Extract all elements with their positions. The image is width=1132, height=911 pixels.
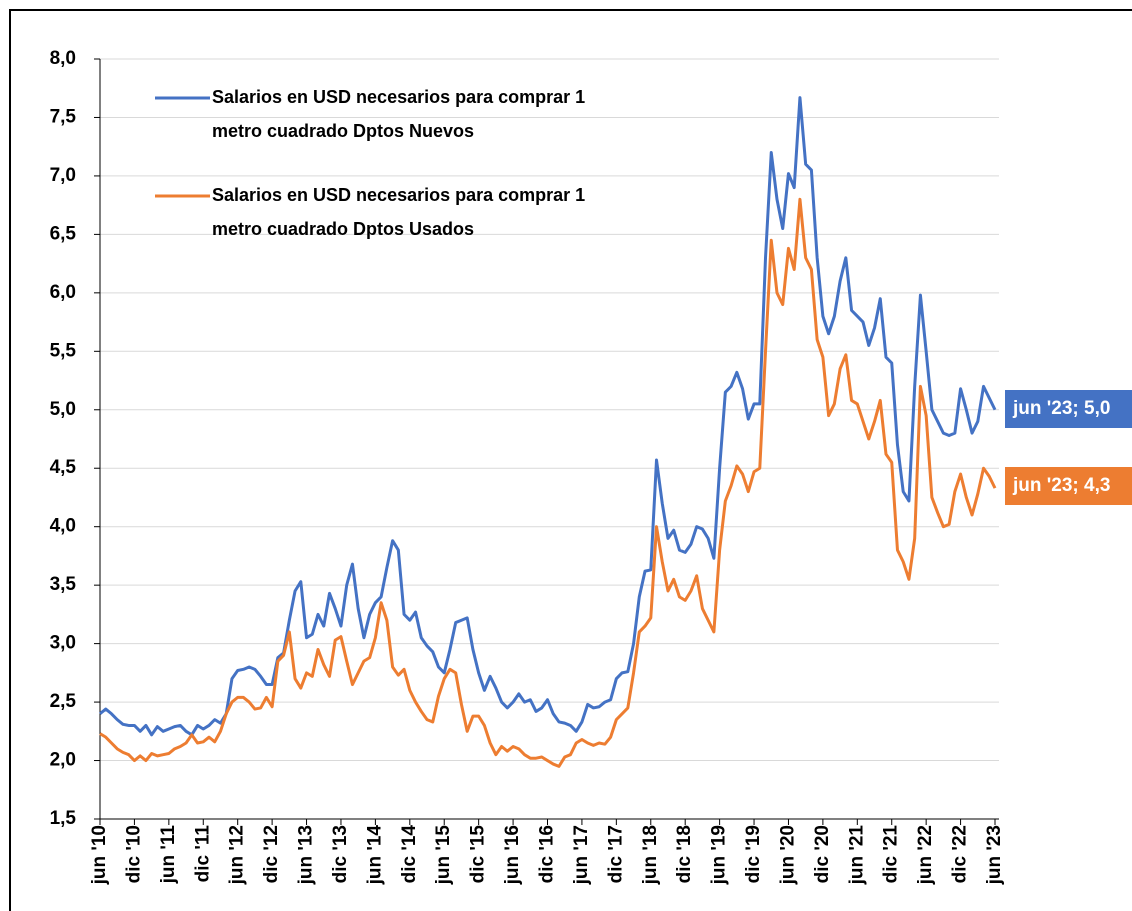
- x-tick-label: jun '22: [915, 825, 936, 885]
- x-tick-label: dic '21: [881, 825, 902, 884]
- series-line: [99, 197, 997, 768]
- x-tick-label: jun '18: [640, 825, 661, 885]
- x-tick-label: jun '17: [571, 825, 592, 885]
- x-tick-label: jun '10: [89, 825, 110, 885]
- x-tick-label: dic '18: [674, 825, 695, 883]
- x-tick-label: jun '11: [158, 825, 179, 885]
- x-tick-label: dic '13: [330, 825, 351, 883]
- y-tick-label: 3,5: [50, 574, 77, 595]
- x-tick-label: jun '19: [709, 825, 730, 885]
- y-tick-label: 2,0: [50, 750, 76, 771]
- end-label: jun '23; 5,0: [1012, 398, 1110, 419]
- y-tick-label: 4,0: [50, 516, 76, 537]
- x-tick-label: jun '21: [846, 825, 867, 886]
- x-tick-label: dic '16: [537, 825, 558, 883]
- x-tick-label: dic '15: [468, 825, 489, 884]
- y-tick-label: 4,5: [50, 457, 77, 478]
- y-tick-label: 6,5: [50, 223, 77, 244]
- x-tick-label: jun '23: [984, 825, 1005, 885]
- x-tick-label: dic '22: [950, 825, 971, 883]
- x-tick-label: jun '20: [777, 825, 798, 885]
- x-tick-label: dic '17: [605, 825, 626, 883]
- y-tick-label: 6,0: [50, 282, 76, 303]
- y-tick-label: 7,5: [50, 106, 77, 127]
- legend-line: Salarios en USD necesarios para comprar …: [212, 185, 585, 205]
- x-tick-label: jun '16: [502, 825, 523, 885]
- x-tick-label: dic '14: [399, 825, 420, 884]
- x-tick-label: dic '20: [812, 825, 833, 883]
- y-tick-label: 8,0: [50, 48, 76, 69]
- x-tick-label: jun '14: [364, 825, 385, 886]
- x-tick-label: dic '10: [123, 825, 144, 883]
- legend-label: Salarios en USD necesarios para comprar …: [212, 87, 585, 141]
- x-tick-label: dic '12: [261, 825, 282, 883]
- x-tick-label: jun '13: [296, 825, 317, 885]
- y-tick-label: 2,5: [50, 691, 77, 712]
- legend-line: metro cuadrado Dptos Usados: [212, 219, 474, 239]
- legend-label: Salarios en USD necesarios para comprar …: [212, 185, 585, 239]
- end-label-box: [1005, 390, 1132, 428]
- chart-frame: [9, 9, 1132, 911]
- legend-line: metro cuadrado Dptos Nuevos: [212, 121, 474, 141]
- series-line: [99, 96, 997, 737]
- y-tick-label: 1,5: [50, 808, 77, 829]
- x-tick-label: jun '15: [433, 825, 454, 886]
- y-tick-label: 7,0: [50, 165, 76, 186]
- y-tick-label: 5,0: [50, 399, 76, 420]
- y-tick-label: 5,5: [50, 340, 77, 361]
- end-label: jun '23; 4,3: [1012, 475, 1110, 496]
- x-tick-label: jun '12: [227, 825, 248, 885]
- legend-line: Salarios en USD necesarios para comprar …: [212, 87, 585, 107]
- end-label-box: [1005, 467, 1132, 505]
- y-tick-label: 3,0: [50, 633, 76, 654]
- x-tick-label: dic '19: [743, 825, 764, 883]
- x-tick-label: dic '11: [192, 825, 213, 883]
